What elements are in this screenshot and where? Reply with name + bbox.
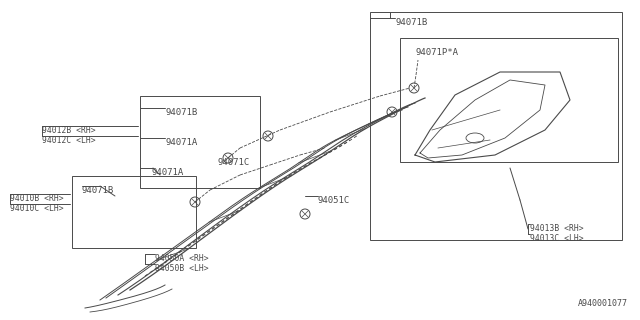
- Text: 94071A: 94071A: [152, 168, 184, 177]
- Text: 94012C <LH>: 94012C <LH>: [42, 136, 95, 145]
- Text: 94010C <LH>: 94010C <LH>: [10, 204, 63, 213]
- Text: 94013B <RH>: 94013B <RH>: [530, 224, 584, 233]
- Text: 94050A <RH>: 94050A <RH>: [155, 254, 209, 263]
- Bar: [370, 12, 622, 240]
- Text: 94071B: 94071B: [82, 186, 115, 195]
- Text: A940001077: A940001077: [578, 299, 628, 308]
- Bar: [400, 38, 618, 162]
- Text: 94012B <RH>: 94012B <RH>: [42, 126, 95, 135]
- Text: 94071B: 94071B: [165, 108, 197, 117]
- Bar: [140, 96, 260, 188]
- Text: 94071C: 94071C: [218, 158, 250, 167]
- Text: 94010B <RH>: 94010B <RH>: [10, 194, 63, 203]
- Text: 94071A: 94071A: [165, 138, 197, 147]
- Text: 94013C <LH>: 94013C <LH>: [530, 234, 584, 243]
- Text: 94050B <LH>: 94050B <LH>: [155, 264, 209, 273]
- Text: 94071P*A: 94071P*A: [415, 48, 458, 57]
- Text: 94051C: 94051C: [318, 196, 350, 205]
- Bar: [72, 176, 196, 248]
- Text: 94071B: 94071B: [395, 18, 428, 27]
